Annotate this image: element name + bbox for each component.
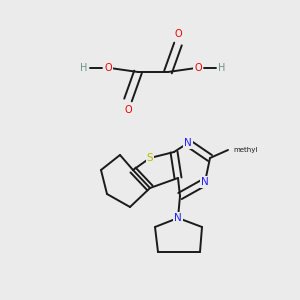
Text: N: N [201,177,209,187]
Text: O: O [194,63,202,73]
Text: H: H [218,63,226,73]
Text: O: O [174,29,182,39]
Text: O: O [104,63,112,73]
Text: N: N [184,138,192,148]
Text: N: N [174,213,182,223]
Text: H: H [80,63,88,73]
Text: S: S [147,153,153,163]
Text: O: O [124,105,132,115]
Text: methyl: methyl [233,147,257,153]
